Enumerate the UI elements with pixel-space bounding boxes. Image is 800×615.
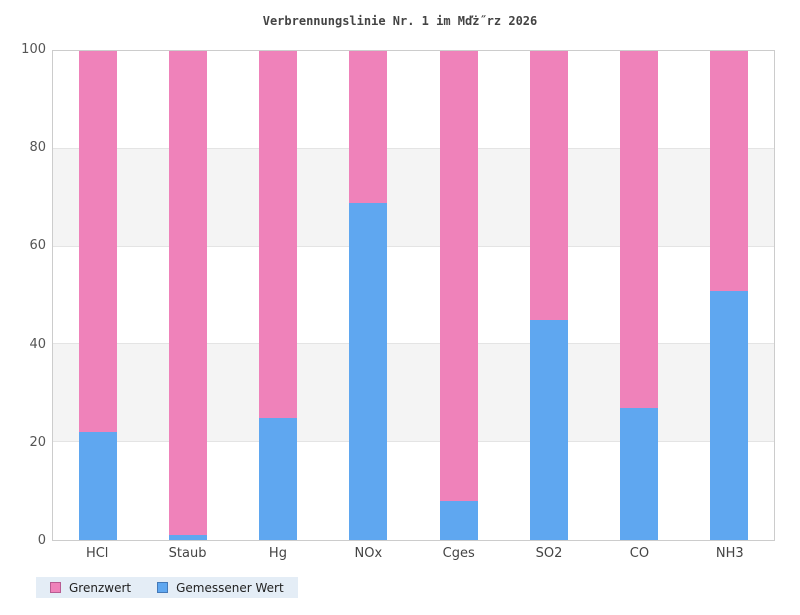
bar-segment-grenzwert xyxy=(169,51,208,536)
bar-segment-gemessener-wert xyxy=(439,500,478,540)
stacked-bar-Hg xyxy=(259,51,298,540)
stacked-bar-SO2 xyxy=(529,51,568,540)
x-tick-label-NH3: NH3 xyxy=(715,546,744,561)
x-tick-label-SO2: SO2 xyxy=(535,546,563,561)
legend-label: Grenzwert xyxy=(69,580,132,595)
bar-segment-grenzwert xyxy=(79,51,118,433)
y-tick-label: 40 xyxy=(29,336,46,352)
plot-band xyxy=(53,148,774,247)
plot-area xyxy=(52,50,775,541)
y-tick-label: 60 xyxy=(29,238,46,254)
x-axis: HCl Staub Hg NOx Cges SO2 CO NH3 xyxy=(52,546,775,564)
y-tick-label: 20 xyxy=(29,434,46,450)
stacked-bar-HCl xyxy=(79,51,118,540)
stacked-bar-Staub xyxy=(169,51,208,540)
plot-band xyxy=(53,51,774,149)
bar-segment-gemessener-wert xyxy=(79,432,118,540)
legend-item: Gemessener Wert xyxy=(157,581,284,595)
stacked-bar-NOx xyxy=(349,51,388,540)
plot-band xyxy=(53,246,774,345)
chart-title: Verbrennungslinie Nr. 1 im Mďż˝rz 2026 xyxy=(262,14,538,28)
bar-segment-grenzwert xyxy=(259,51,298,418)
legend-item: Grenzwert xyxy=(50,581,131,595)
plot-band xyxy=(53,442,774,540)
legend-swatch-icon xyxy=(157,582,169,593)
bar-segment-gemessener-wert xyxy=(529,319,568,540)
x-tick-label-HCl: HCl xyxy=(85,546,109,561)
bar-segment-grenzwert xyxy=(619,51,658,408)
gridline xyxy=(53,441,774,443)
gridline xyxy=(53,343,774,345)
legend-label: Gemessener Wert xyxy=(176,580,284,595)
gridline xyxy=(53,245,774,247)
bar-segment-gemessener-wert xyxy=(259,417,298,540)
plot-band xyxy=(53,344,774,443)
y-tick-label: 100 xyxy=(21,42,46,57)
x-tick-label-Cges: Cges xyxy=(442,546,475,561)
x-tick-label-Hg: Hg xyxy=(268,546,287,561)
x-tick-label-NOx: NOx xyxy=(354,546,383,561)
bar-segment-gemessener-wert xyxy=(349,202,388,540)
x-tick-label-Staub: Staub xyxy=(168,546,207,561)
bar-segment-gemessener-wert xyxy=(169,535,208,540)
bar-segment-grenzwert xyxy=(439,51,478,501)
bar-segment-gemessener-wert xyxy=(709,290,748,540)
y-tick-label: 0 xyxy=(37,533,46,548)
gridline xyxy=(53,147,774,149)
y-tick-label: 80 xyxy=(29,140,46,156)
stacked-bar-NH3 xyxy=(709,51,748,540)
bar-segment-grenzwert xyxy=(529,51,568,320)
legend: Grenzwert Gemessener Wert xyxy=(36,577,298,598)
legend-swatch-icon xyxy=(50,582,61,593)
bar-segment-grenzwert xyxy=(349,51,388,203)
stacked-bar-Cges xyxy=(439,51,478,540)
bar-segment-grenzwert xyxy=(709,51,748,291)
y-axis: 0 20 40 60 80 100 xyxy=(0,43,46,548)
x-tick-label-CO: CO xyxy=(629,546,650,561)
stacked-bar-CO xyxy=(619,51,658,540)
bar-segment-gemessener-wert xyxy=(619,407,658,540)
